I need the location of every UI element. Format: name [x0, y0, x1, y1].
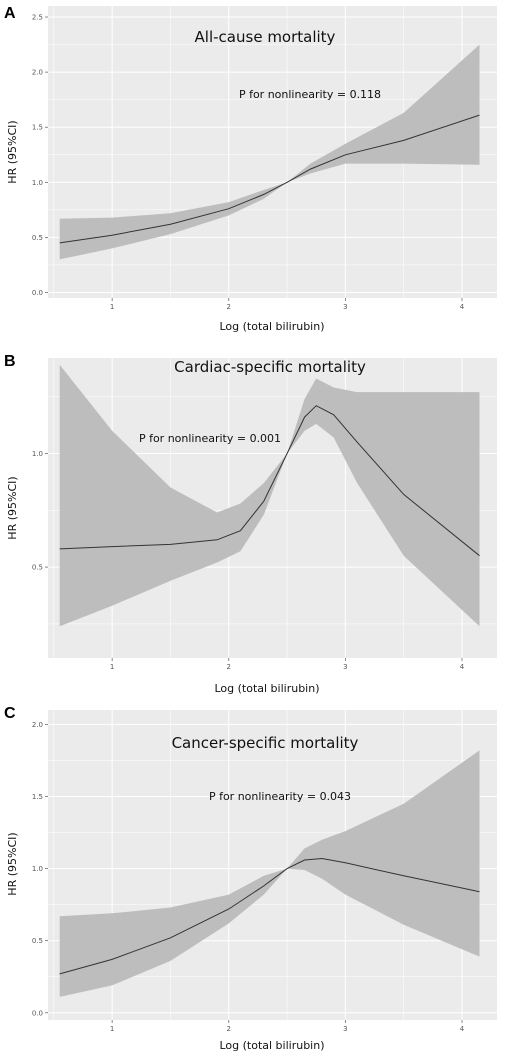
- x-tick-label: 3: [343, 663, 347, 671]
- chart-title: Cardiac-specific mortality: [174, 358, 366, 376]
- panel-a: 1 2 3 4 0.0 0.5 1.0 1.5 2.0 2.5 A All-cause mortali…: [0, 0, 510, 352]
- x-tick-label: 2: [227, 663, 231, 671]
- y-tick-label: 1.0: [32, 179, 43, 187]
- hr-line: [59, 114, 480, 244]
- y-tick-label: 0.5: [32, 564, 43, 572]
- panel-letter: B: [4, 353, 16, 370]
- confidence-band: [59, 44, 480, 260]
- x-tick-label: 3: [343, 303, 347, 311]
- hr-line: [59, 857, 480, 975]
- y-tick-label: 1.0: [32, 865, 43, 873]
- chart-svg: 1 2 3 4 0.0 0.5 1.0 1.5 2.0 C Cancer-specific mort…: [4, 705, 497, 1052]
- panel-letter: A: [4, 5, 16, 22]
- x-tick-label: 1: [110, 303, 114, 311]
- confidence-band: [59, 750, 480, 997]
- y-tick-label: 0.5: [32, 234, 43, 242]
- x-tick-label: 3: [343, 1025, 347, 1033]
- y-tick-label: 2.5: [32, 14, 43, 22]
- chart-title: Cancer-specific mortality: [172, 734, 359, 752]
- y-tick-label: 1.0: [32, 450, 43, 458]
- x-tick-label: 1: [110, 1025, 114, 1033]
- y-tick-label: 2.0: [32, 69, 43, 77]
- p-value-annotation: P for nonlinearity = 0.043: [209, 790, 351, 803]
- y-tick-label: 2.0: [32, 721, 43, 729]
- x-tick-label: 4: [460, 303, 465, 311]
- panel-letter: C: [4, 705, 16, 722]
- chart-svg: 1 2 3 4 0.0 0.5 1.0 1.5 2.0 2.5 A All-cause mortali…: [4, 5, 497, 333]
- y-tick-label: 0.0: [32, 289, 43, 297]
- x-tick-label: 1: [110, 663, 114, 671]
- confidence-band: [59, 364, 480, 627]
- y-tick-label: 0.5: [32, 937, 43, 945]
- y-tick-label: 1.5: [32, 124, 43, 132]
- x-tick-label: 2: [227, 303, 231, 311]
- panel-c: 1 2 3 4 0.0 0.5 1.0 1.5 2.0 C Cancer-specific mort…: [0, 704, 510, 1056]
- x-axis-title: Log (total bilirubin): [219, 1039, 324, 1052]
- x-tick-label: 4: [460, 663, 465, 671]
- chart-svg: 1 2 3 4 0.5 1.0 B Cardiac-specific mortality P f…: [4, 353, 497, 695]
- x-axis-title: Log (total bilirubin): [219, 320, 324, 333]
- panel-b: 1 2 3 4 0.5 1.0 B Cardiac-specific mortality P f…: [0, 352, 510, 704]
- y-axis-title: HR (95%CI): [6, 476, 19, 539]
- p-value-annotation: P for nonlinearity = 0.001: [139, 432, 281, 445]
- p-value-annotation: P for nonlinearity = 0.118: [239, 88, 381, 101]
- x-tick-label: 4: [460, 1025, 465, 1033]
- y-tick-label: 0.0: [32, 1009, 43, 1017]
- x-axis-title: Log (total bilirubin): [214, 682, 319, 695]
- y-tick-label: 1.5: [32, 793, 43, 801]
- y-axis-title: HR (95%CI): [6, 120, 19, 183]
- y-axis-title: HR (95%CI): [6, 832, 19, 895]
- hr-line: [59, 405, 480, 557]
- chart-title: All-cause mortality: [195, 28, 336, 46]
- x-tick-label: 2: [227, 1025, 231, 1033]
